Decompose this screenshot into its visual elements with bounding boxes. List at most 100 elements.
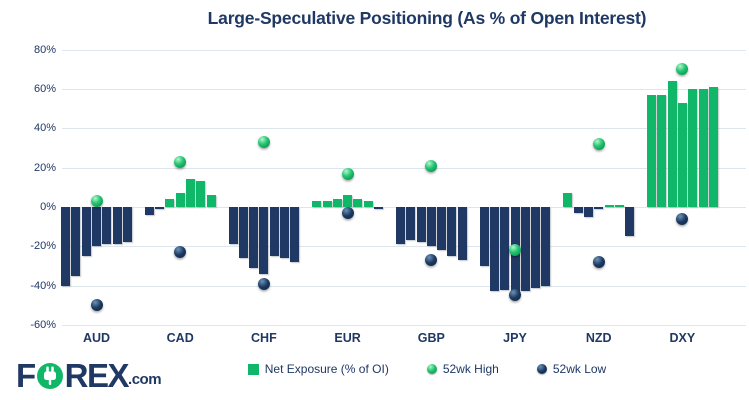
net-exposure-bar — [531, 207, 541, 288]
net-exposure-bar — [322, 201, 332, 207]
gridline — [62, 285, 746, 287]
legend-item-52wk-high: 52wk High — [426, 362, 499, 376]
net-exposure-bar — [269, 207, 279, 257]
net-exposure-bar — [541, 207, 551, 286]
y-tick-label: 0% — [40, 201, 56, 213]
net-exposure-bar — [647, 94, 656, 207]
net-exposure-bar — [677, 102, 687, 207]
net-exposure-bar — [259, 207, 269, 274]
net-exposure-bar — [363, 201, 373, 207]
category-label: EUR — [334, 331, 361, 345]
net-exposure-bar — [583, 207, 593, 217]
category-label: AUD — [82, 331, 111, 345]
y-tick-label: 20% — [33, 161, 56, 174]
net-exposure-bar — [688, 89, 698, 207]
net-exposure-bar — [437, 207, 447, 251]
net-exposure-bar — [698, 89, 708, 207]
net-exposure-bar — [186, 179, 195, 207]
net-exposure-bar — [500, 207, 510, 290]
high-dot — [425, 159, 438, 172]
gridline — [62, 128, 746, 130]
y-tick-label: 80% — [33, 43, 56, 56]
net-exposure-bar — [196, 181, 206, 207]
high-dot — [174, 155, 187, 168]
legend-label-52wk-low: 52wk Low — [552, 362, 607, 376]
net-exposure-bar — [280, 207, 289, 259]
net-exposure-bar — [102, 207, 112, 245]
legend-item-52wk-low: 52wk Low — [536, 362, 607, 376]
net-exposure-bar — [489, 207, 499, 292]
high-dot — [592, 138, 605, 151]
gridline — [62, 246, 746, 248]
category-label: CHF — [251, 331, 277, 345]
high-dot — [676, 63, 689, 76]
legend-label-net-exposure: Net Exposure (% of OI) — [264, 362, 389, 376]
net-exposure-bar — [249, 207, 259, 268]
low-dot — [676, 212, 689, 225]
net-exposure-bar — [406, 207, 416, 241]
net-exposure-bar — [604, 205, 614, 207]
net-exposure-bar — [332, 199, 342, 207]
low-dot-icon — [536, 364, 547, 374]
category-label: CAD — [166, 331, 194, 345]
net-exposure-bar — [112, 207, 122, 245]
high-dot — [509, 244, 521, 257]
high-dot — [257, 136, 270, 149]
gridline — [62, 89, 746, 91]
net-exposure-bar — [479, 207, 489, 266]
net-exposure-bar — [71, 207, 81, 276]
net-exposure-bar — [343, 195, 353, 207]
net-exposure-bar — [61, 207, 71, 286]
high-dot — [341, 167, 354, 180]
gridline — [62, 167, 746, 169]
low-dot — [425, 254, 438, 267]
category-label: GBP — [417, 331, 445, 345]
net-exposure-bar — [447, 207, 457, 257]
low-dot — [90, 299, 103, 312]
low-dot — [341, 206, 354, 219]
category-label: JPY — [503, 331, 527, 345]
forex-logo-rex: REX — [64, 357, 130, 394]
low-dot — [174, 246, 187, 259]
net-exposure-bar — [175, 193, 185, 207]
net-exposure-bar — [426, 207, 436, 247]
net-exposure-bar — [520, 207, 530, 292]
legend: Net Exposure (% of OI) 52wk High 52wk Lo… — [105, 362, 749, 376]
low-dot — [257, 277, 270, 290]
forex-logo-plug-icon — [36, 363, 63, 389]
legend-item-net-exposure: Net Exposure (% of OI) — [247, 362, 389, 376]
category-label: DXY — [669, 331, 696, 345]
net-exposure-bar — [614, 205, 624, 207]
net-exposure-bar — [563, 193, 573, 207]
net-exposure-bar — [708, 87, 718, 207]
y-tick-label: -60% — [30, 318, 56, 331]
legend-label-52wk-high: 52wk High — [442, 362, 499, 376]
high-dot — [90, 195, 103, 208]
low-dot — [592, 256, 605, 269]
net-exposure-bar — [238, 207, 248, 259]
net-exposure-bar — [165, 199, 175, 207]
net-exposure-bar — [374, 207, 383, 209]
forex-logo-com: .com — [128, 371, 162, 388]
net-exposure-bar — [81, 207, 91, 257]
forex-logo-f: F — [16, 357, 36, 394]
net-exposure-bar — [395, 207, 405, 245]
gridline — [62, 324, 746, 326]
net-exposure-bar — [573, 207, 583, 213]
net-exposure-bar — [667, 81, 677, 207]
net-exposure-bar — [290, 207, 300, 263]
net-exposure-bar — [144, 207, 154, 215]
gridline — [62, 49, 746, 51]
net-exposure-bar — [657, 94, 667, 207]
category-label: NZD — [585, 331, 612, 345]
forex-logo: F REX .com — [16, 356, 162, 396]
y-tick-label: -20% — [30, 240, 56, 253]
net-exposure-swatch-icon — [247, 363, 259, 375]
net-exposure-bar — [416, 207, 426, 243]
net-exposure-bar — [312, 201, 322, 207]
net-exposure-bar — [155, 207, 165, 209]
net-exposure-bar — [206, 195, 216, 207]
net-exposure-bar — [92, 207, 101, 247]
high-dot-icon — [426, 364, 437, 374]
